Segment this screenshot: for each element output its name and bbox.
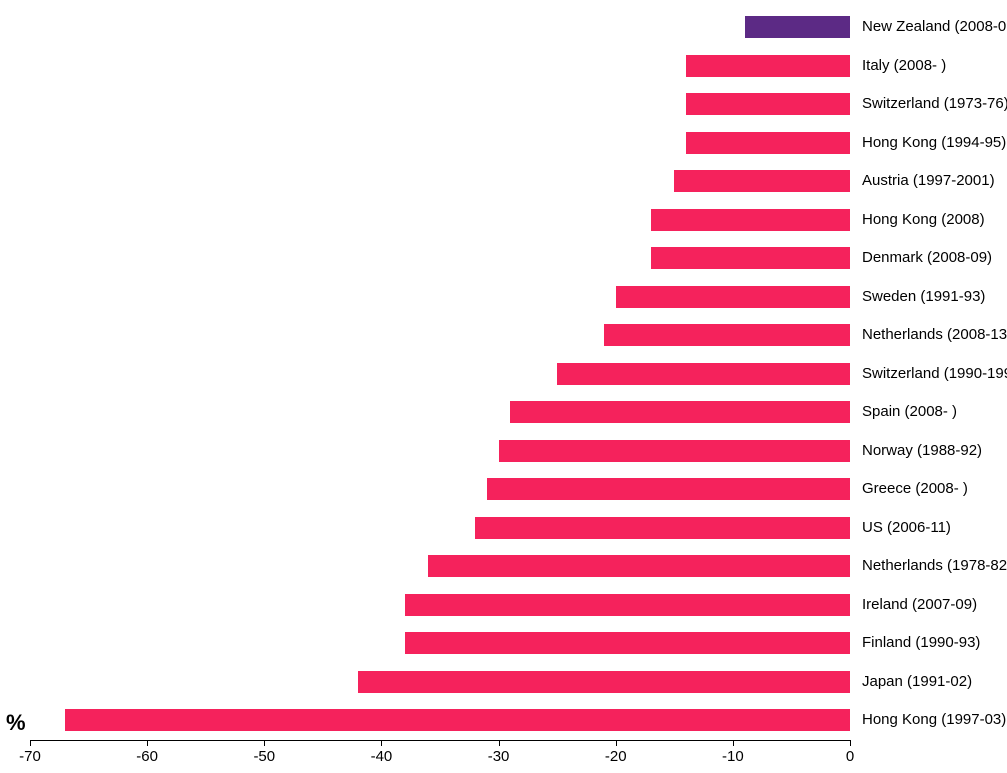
- bar: [428, 555, 850, 577]
- x-axis-tick: [381, 740, 382, 746]
- x-axis-tick: [850, 740, 851, 746]
- x-axis-tick-label: -60: [136, 748, 158, 765]
- bar-label: Switzerland (1973-76): [862, 95, 1007, 112]
- x-axis-tick: [499, 740, 500, 746]
- bar: [651, 209, 850, 231]
- bar: [405, 632, 850, 654]
- bar-label: Hong Kong (1994-95): [862, 134, 1006, 151]
- bar-label: Switzerland (1990-1998): [862, 365, 1007, 382]
- bar-label: Norway (1988-92): [862, 442, 982, 459]
- x-axis-tick-label: -50: [253, 748, 275, 765]
- bar: [557, 363, 850, 385]
- x-axis-tick-label: -30: [488, 748, 510, 765]
- bar: [487, 478, 850, 500]
- bar: [686, 55, 850, 77]
- bar: [674, 170, 850, 192]
- bar: [604, 324, 850, 346]
- bar-label: Netherlands (1978-82): [862, 557, 1007, 574]
- bar-label: Finland (1990-93): [862, 634, 980, 651]
- bar-label: Austria (1997-2001): [862, 172, 995, 189]
- x-axis-tick-label: -10: [722, 748, 744, 765]
- bar-label: Greece (2008- ): [862, 480, 968, 497]
- bar-label: Netherlands (2008-13): [862, 326, 1007, 343]
- horizontal-bar-chart: -70 -60 -50 -40 -30 -20 -10 0 New Zealand (2008-…: [0, 0, 1007, 773]
- bar: [499, 440, 850, 462]
- bar-label: Ireland (2007-09): [862, 596, 977, 613]
- bar: [475, 517, 850, 539]
- bar-label: Spain (2008- ): [862, 403, 957, 420]
- x-axis-tick: [264, 740, 265, 746]
- bar: [510, 401, 850, 423]
- x-axis-tick-label: -40: [371, 748, 393, 765]
- bar: [358, 671, 850, 693]
- x-axis-tick: [616, 740, 617, 746]
- bar-label: US (2006-11): [862, 519, 951, 536]
- bar-label: New Zealand (2008-09): [862, 18, 1007, 35]
- bar-label: Denmark (2008-09): [862, 249, 992, 266]
- x-axis-tick: [733, 740, 734, 746]
- bar-label: Japan (1991-02): [862, 673, 972, 690]
- x-axis-line: [30, 740, 850, 741]
- x-axis-tick-label: 0: [846, 748, 854, 765]
- bar: [616, 286, 850, 308]
- bar-label: Italy (2008- ): [862, 57, 946, 74]
- bar-label: Sweden (1991-93): [862, 288, 985, 305]
- bar: [405, 594, 850, 616]
- bar: [65, 709, 850, 731]
- bar-label: Hong Kong (1997-03): [862, 711, 1006, 728]
- x-axis-tick-label: -70: [19, 748, 41, 765]
- x-axis-tick: [30, 740, 31, 746]
- bar: [651, 247, 850, 269]
- y-axis-unit-label: %: [6, 710, 26, 736]
- bar: [686, 93, 850, 115]
- bar: [745, 16, 850, 38]
- bar-label: Hong Kong (2008): [862, 211, 985, 228]
- bar: [686, 132, 850, 154]
- x-axis-tick: [147, 740, 148, 746]
- x-axis-tick-label: -20: [605, 748, 627, 765]
